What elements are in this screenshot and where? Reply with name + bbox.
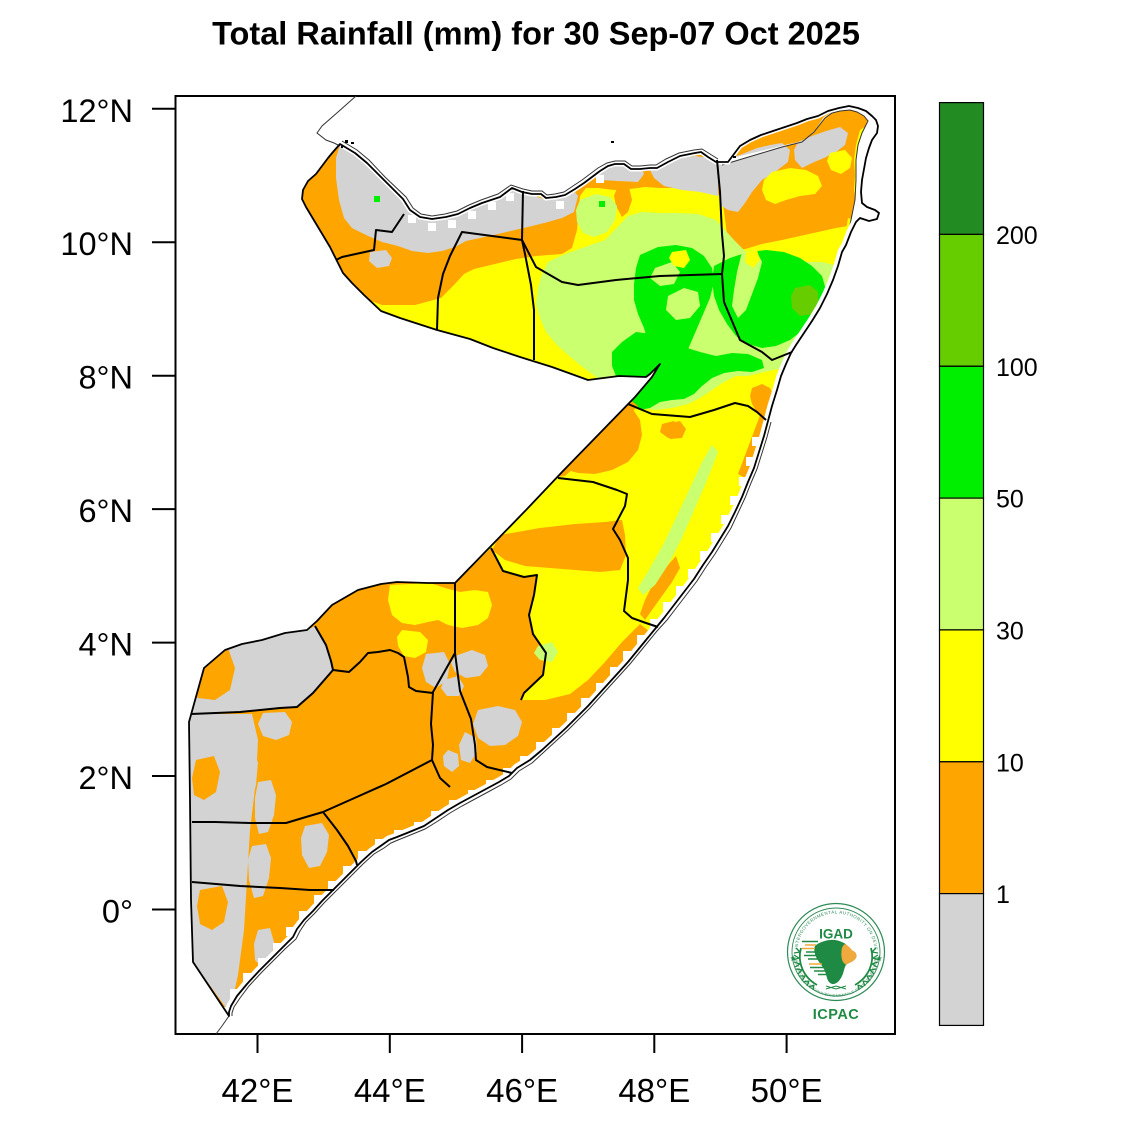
svg-text:Total Rainfall (mm) for 30 Sep: Total Rainfall (mm) for 30 Sep-07 Oct 20…	[212, 16, 860, 52]
svg-text:46°E: 46°E	[486, 1072, 558, 1109]
svg-text:2°N: 2°N	[78, 760, 133, 796]
svg-text:10: 10	[996, 749, 1024, 777]
svg-text:50°E: 50°E	[751, 1072, 823, 1109]
svg-text:48°E: 48°E	[618, 1072, 690, 1109]
svg-text:44°E: 44°E	[354, 1072, 426, 1109]
svg-text:1: 1	[996, 881, 1010, 909]
svg-text:0°: 0°	[102, 894, 133, 930]
svg-text:8°N: 8°N	[78, 360, 133, 396]
svg-text:ICPAC: ICPAC	[813, 1007, 860, 1023]
svg-text:12°N: 12°N	[60, 93, 133, 129]
svg-text:30: 30	[996, 617, 1024, 645]
svg-text:10°N: 10°N	[60, 226, 133, 262]
svg-text:4°N: 4°N	[78, 627, 133, 663]
svg-text:6°N: 6°N	[78, 493, 133, 529]
svg-text:★: ★	[876, 954, 883, 963]
svg-text:★: ★	[790, 954, 797, 963]
svg-text:42°E: 42°E	[222, 1072, 294, 1109]
svg-text:IGAD: IGAD	[819, 927, 853, 942]
svg-text:50: 50	[996, 486, 1024, 514]
svg-text:200: 200	[996, 222, 1038, 250]
svg-text:100: 100	[996, 354, 1038, 382]
